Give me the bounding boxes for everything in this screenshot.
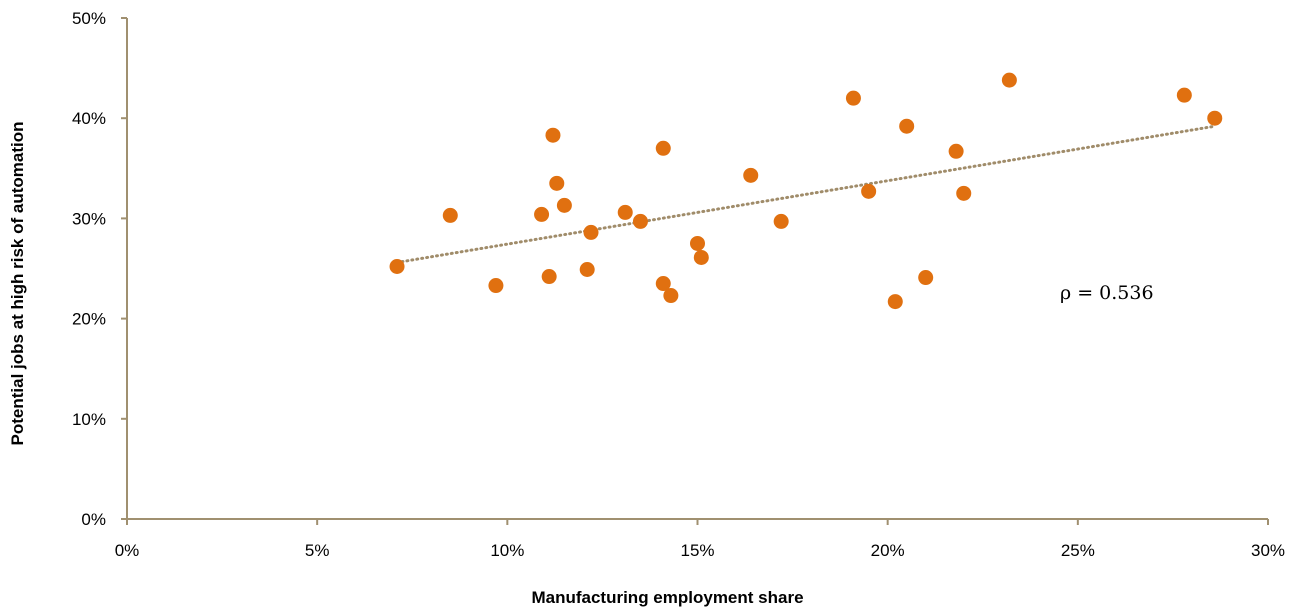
data-point [549,175,565,191]
data-point [899,118,915,134]
data-point [956,185,972,201]
data-point [579,262,595,278]
data-point [861,183,877,199]
data-point [887,294,903,310]
trendline-layer [395,124,1217,264]
axes [121,17,1269,525]
data-point [655,276,671,292]
y-tick-label: 0% [81,510,106,529]
y-axis-title: Potential jobs at high risk of automatio… [8,122,27,446]
data-point [488,278,504,294]
data-point [541,269,557,285]
data-point [442,207,458,223]
y-tick-label: 50% [72,9,106,28]
y-tick-label: 30% [72,209,106,228]
data-point [1207,110,1223,126]
data-point [556,197,572,213]
data-point [918,270,934,286]
data-point [1176,87,1192,103]
y-tick-label: 20% [72,310,106,329]
data-point [743,167,759,183]
x-tick-label: 30% [1251,541,1285,560]
data-point [617,204,633,220]
data-point [534,206,550,222]
y-tick-label: 10% [72,410,106,429]
data-point [845,90,861,106]
data-point [545,127,561,143]
x-axis-title: Manufacturing employment share [531,588,803,607]
data-point [389,258,405,274]
data-point [655,140,671,156]
x-tick-label: 15% [680,541,714,560]
data-point [693,249,709,265]
data-point [632,213,648,229]
data-point [948,143,964,159]
correlation-annotation: ρ = 0.536 [1060,282,1154,304]
data-points [389,72,1223,310]
tick-labels: 0% 10% 20% 30% 40% 50% 0% 5% 10% 15% 20% 25% 30% [72,9,1285,560]
data-point [583,224,599,240]
data-point [773,213,789,229]
trendline [395,124,1217,264]
x-tick-label: 0% [115,541,140,560]
y-tick-label: 40% [72,109,106,128]
x-tick-label: 5% [305,541,330,560]
data-point [1001,72,1017,88]
x-tick-label: 25% [1061,541,1095,560]
data-point [663,288,679,304]
x-tick-label: 20% [871,541,905,560]
data-point [690,235,705,251]
x-tick-label: 10% [490,541,524,560]
